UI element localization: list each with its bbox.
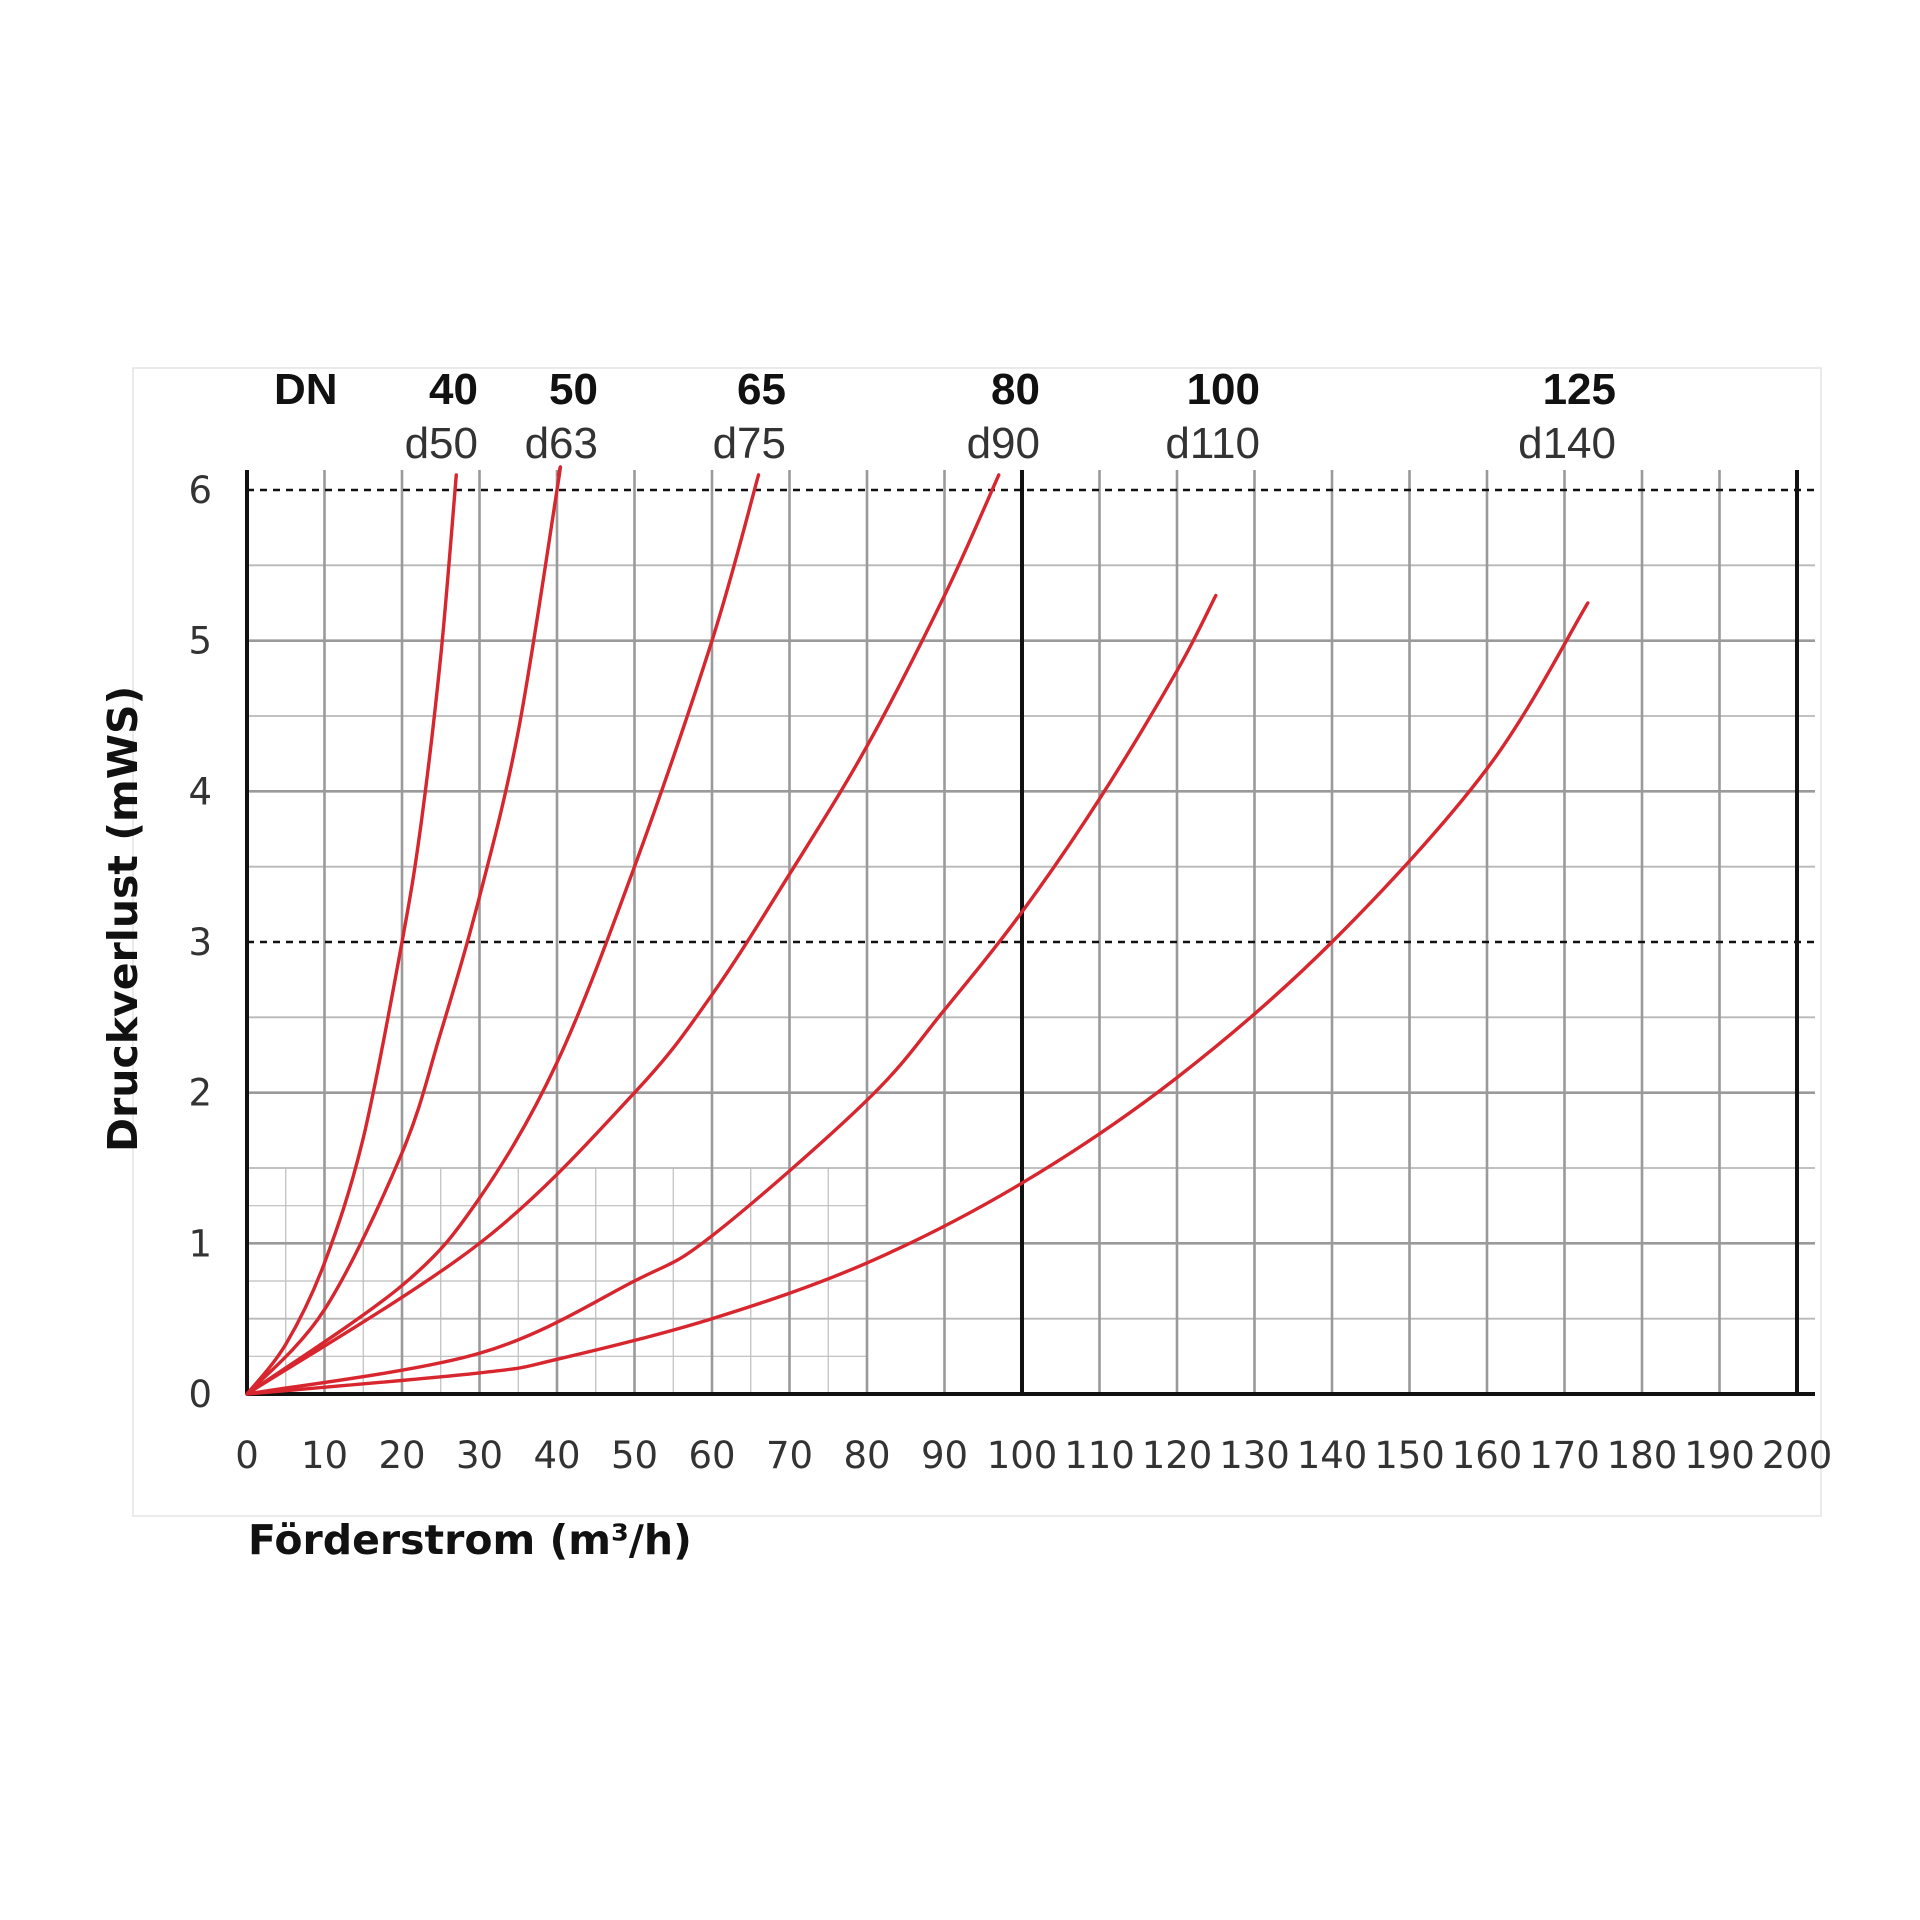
x-tick-label: 90: [921, 1434, 968, 1477]
y-tick-label: 2: [188, 1072, 212, 1115]
x-tick-label: 130: [1219, 1434, 1290, 1477]
x-tick-label: 10: [301, 1434, 348, 1477]
curve-dn-100: [245, 593, 1218, 1396]
dn-header: DN 40 d50 50 d63 65 d75 80 d90 100 d110 125 d140: [274, 365, 1616, 468]
y-axis-title: Druckverlust (mWS): [99, 686, 147, 1152]
curve-dn-65: [245, 473, 761, 1396]
tick-labels: 0 10 20 30 40 50 60 70 80 90 100 110 120 130 140 150 160…: [188, 469, 1832, 1477]
x-tick-label: 70: [766, 1434, 813, 1477]
grid: [247, 470, 1815, 1394]
y-tick-label: 5: [188, 620, 212, 663]
x-tick-label: 120: [1142, 1434, 1213, 1477]
dn-label-50: 50: [549, 365, 598, 414]
d-label-d50: d50: [405, 419, 478, 468]
d-label-d63: d63: [525, 419, 598, 468]
x-tick-label: 0: [235, 1434, 259, 1477]
dn-prefix-label: DN: [274, 365, 338, 414]
d-label-d75: d75: [713, 419, 786, 468]
curves: [245, 465, 1590, 1396]
x-tick-label: 100: [987, 1434, 1058, 1477]
axes: [245, 470, 1815, 1396]
x-tick-label: 140: [1297, 1434, 1368, 1477]
dn-label-40: 40: [429, 365, 478, 414]
x-tick-label: 40: [533, 1434, 580, 1477]
d-label-d140: d140: [1518, 419, 1616, 468]
x-tick-label: 190: [1684, 1434, 1755, 1477]
y-tick-label: 1: [188, 1222, 212, 1265]
dn-label-125: 125: [1543, 365, 1616, 414]
curve-dn-40: [245, 473, 458, 1396]
x-tick-label: 30: [456, 1434, 503, 1477]
x-tick-label: 110: [1064, 1434, 1135, 1477]
y-tick-label: 4: [188, 770, 212, 813]
y-tick-label: 6: [188, 469, 212, 512]
reference-lines: [247, 488, 1815, 944]
x-tick-label: 60: [688, 1434, 735, 1477]
x-tick-label: 50: [611, 1434, 658, 1477]
x-axis-title: Förderstrom (m³/h): [248, 1516, 692, 1564]
x-tick-label: 150: [1374, 1434, 1445, 1477]
dn-label-65: 65: [737, 365, 786, 414]
d-label-d110: d110: [1165, 419, 1260, 468]
y-tick-label: 3: [188, 921, 212, 964]
curve-dn-80: [245, 473, 1001, 1396]
dn-label-100: 100: [1187, 365, 1260, 414]
chart-frame: [132, 367, 1822, 1517]
x-tick-label: 180: [1607, 1434, 1678, 1477]
x-tick-label: 200: [1762, 1434, 1833, 1477]
curve-dn-125: [245, 601, 1590, 1396]
dn-label-80: 80: [991, 365, 1040, 414]
d-label-d90: d90: [967, 419, 1040, 468]
x-tick-label: 20: [378, 1434, 425, 1477]
curve-dn-50: [245, 465, 563, 1396]
y-tick-label: 0: [188, 1373, 212, 1416]
x-tick-label: 80: [843, 1434, 890, 1477]
x-tick-label: 160: [1452, 1434, 1523, 1477]
x-tick-label: 170: [1529, 1434, 1600, 1477]
